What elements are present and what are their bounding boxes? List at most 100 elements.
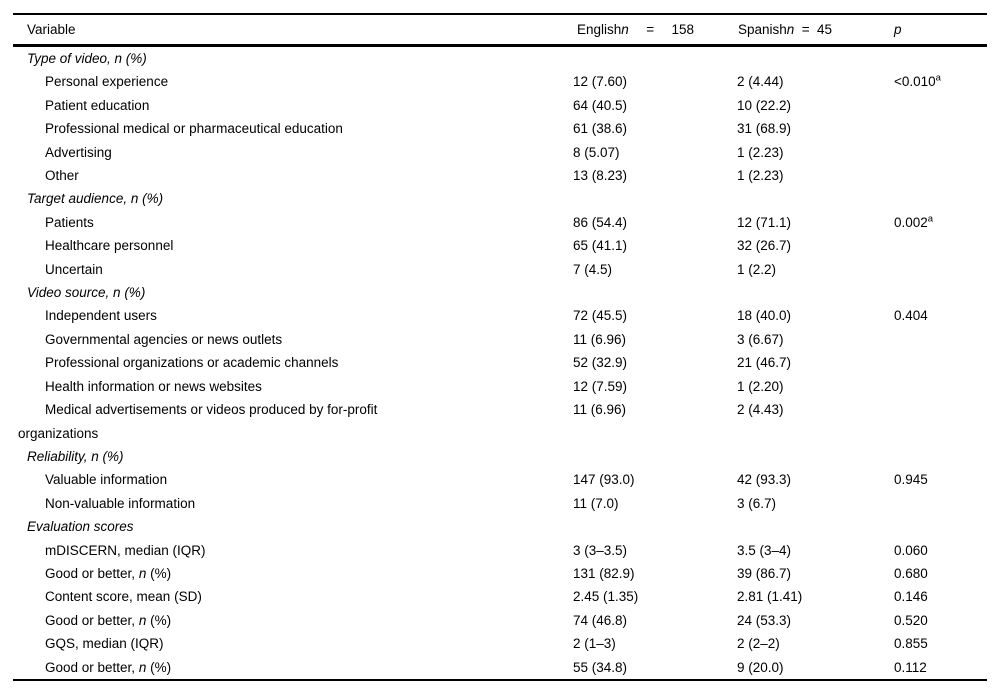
spanish-value-cell: 9 (20.0) [737, 659, 784, 675]
header-variable: Variable [27, 22, 76, 37]
header-english-label: Englishn [577, 22, 629, 37]
header-english: Englishn = 158 [573, 22, 737, 37]
footnote-marker: a [935, 72, 941, 84]
english-value-cell: 12 (7.60) [573, 74, 628, 90]
variable-label-cell: Patient education [45, 97, 150, 113]
spanish-value-cell: 2 (2–2) [737, 636, 780, 652]
variable-label-cell: Professional organizations or academic c… [45, 355, 339, 371]
variable-label-cell: Independent users [45, 308, 157, 324]
spanish-value-cell: 39 (86.7) [737, 565, 792, 581]
variable-label-cell: Good or better, n (%) [45, 659, 172, 675]
table-row: Uncertain 7 (4.5) 1 (2.2) [13, 258, 987, 281]
p-value-cell: 0.680 [894, 565, 928, 581]
table-row: Non-valuable information 11 (7.0) 3 (6.7) [13, 492, 987, 515]
section-label-cell: Reliability, n (%) [27, 448, 124, 464]
p-value-cell [894, 351, 987, 374]
english-value-cell: 8 (5.07) [573, 144, 620, 160]
section-label-cell: Type of video, n (%) [27, 51, 147, 66]
variable-label-cell: Valuable information [45, 472, 168, 488]
p-value-cell: 0.146 [894, 589, 928, 605]
spanish-value-cell: 1 (2.23) [737, 144, 784, 160]
english-value-cell: 3 (3–3.5) [573, 542, 628, 558]
p-value-cell [894, 398, 987, 445]
p-value-cell: 0.945 [894, 472, 928, 488]
header-english-n-value: 158 [671, 22, 694, 37]
variable-label-cell: Advertising [45, 144, 112, 160]
spanish-value-cell: 1 (2.23) [737, 168, 784, 184]
table-row: Video source, n (%) [13, 281, 987, 304]
section-label-cell: Video source, n (%) [27, 285, 146, 301]
variable-label-cell: Governmental agencies or news outlets [45, 331, 283, 347]
spanish-value-cell: 2.81 (1.41) [737, 589, 803, 605]
table-row: Patient education 64 (40.5) 10 (22.2) [13, 94, 987, 117]
english-value-cell: 64 (40.5) [573, 97, 628, 113]
table-row: Professional medical or pharmaceutical e… [13, 117, 987, 140]
spanish-value-cell [737, 47, 894, 70]
table-body: Type of video, n (%) Personal experience 1… [13, 47, 987, 680]
variable-label-cell: Good or better, n (%) [45, 565, 172, 581]
english-value-cell: 86 (54.4) [573, 214, 628, 230]
variable-label-cell: Patients [45, 214, 94, 230]
p-value-cell: <0.010a [894, 72, 941, 90]
english-value-cell: 11 (6.96) [573, 331, 627, 347]
p-value-cell [894, 47, 987, 70]
table-row: Good or better, n (%) 131 (82.9) 39 (86.7)… [13, 562, 987, 585]
header-spanish-equals: = [801, 22, 810, 37]
spanish-value-cell: 18 (40.0) [737, 308, 792, 324]
spanish-value-cell: 1 (2.20) [737, 378, 784, 394]
english-value-cell: 12 (7.59) [573, 378, 628, 394]
p-value-cell [894, 492, 987, 515]
variable-label-cell: Good or better, n (%) [45, 612, 172, 628]
table-row: Professional organizations or academic c… [13, 351, 987, 374]
english-value-cell [573, 187, 737, 210]
header-p-value: p [894, 22, 902, 37]
p-value-cell [894, 281, 987, 304]
variable-label-cell: Non-valuable information [45, 495, 196, 511]
header-spanish: Spanishn = 45 [737, 22, 894, 37]
spanish-value-cell: 2 (4.44) [737, 74, 784, 90]
spanish-value-cell: 32 (26.7) [737, 238, 792, 254]
english-value-cell: 2.45 (1.35) [573, 589, 639, 605]
variable-label-cell: Professional medical or pharmaceutical e… [45, 121, 343, 137]
table-header-row: Variable Englishn = 158 Spanishn = 45 p [13, 15, 987, 47]
english-value-cell: 52 (32.9) [573, 355, 628, 371]
section-label-cell: Evaluation scores [27, 519, 134, 535]
header-spanish-n-value: 45 [816, 22, 832, 37]
spanish-value-cell: 24 (53.3) [737, 612, 792, 628]
variable-label-cell: Other [45, 168, 79, 184]
table-row: Type of video, n (%) [13, 47, 987, 70]
table-row: Other 13 (8.23) 1 (2.23) [13, 164, 987, 187]
p-value-cell [894, 141, 987, 164]
table-body-grid: Type of video, n (%) Personal experience 1… [13, 47, 987, 681]
p-value-cell [894, 258, 987, 281]
p-value-cell [894, 375, 987, 398]
spanish-value-cell [737, 187, 894, 210]
variable-label-cell: Health information or news websites [45, 378, 262, 394]
table-row: Medical advertisements or videos produce… [13, 398, 987, 445]
spanish-value-cell: 3 (6.67) [737, 331, 784, 347]
table-row: GQS, median (IQR) 2 (1–3) 2 (2–2) 0.855 [13, 632, 987, 655]
spanish-value-cell: 2 (4.43) [737, 402, 784, 418]
english-value-cell: 55 (34.8) [573, 659, 628, 675]
table-row: Independent users 72 (45.5) 18 (40.0) 0.404 [13, 304, 987, 327]
variable-label-cell: Uncertain [45, 261, 103, 277]
section-label-cell: Target audience, n (%) [27, 191, 164, 207]
table-row: Healthcare personnel 65 (41.1) 32 (26.7) [13, 234, 987, 257]
table-row: Advertising 8 (5.07) 1 (2.23) [13, 141, 987, 164]
table-row: Content score, mean (SD) 2.45 (1.35) 2.81 … [13, 585, 987, 608]
variable-label-cell: GQS, median (IQR) [45, 636, 164, 652]
english-value-cell: 65 (41.1) [573, 238, 628, 254]
header-english-equals: = [646, 22, 655, 37]
english-value-cell [573, 47, 737, 70]
table-row: Target audience, n (%) [13, 187, 987, 210]
english-value-cell: 147 (93.0) [573, 472, 635, 488]
spanish-value-cell: 3 (6.7) [737, 495, 777, 511]
english-value-cell [573, 445, 737, 468]
table-row: Patients 86 (54.4) 12 (71.1) 0.002a [13, 211, 987, 234]
table-row: Reliability, n (%) [13, 445, 987, 468]
spanish-value-cell: 10 (22.2) [737, 97, 792, 113]
p-value-cell: 0.060 [894, 542, 928, 558]
spanish-value-cell [737, 445, 894, 468]
p-value-cell [894, 234, 987, 257]
